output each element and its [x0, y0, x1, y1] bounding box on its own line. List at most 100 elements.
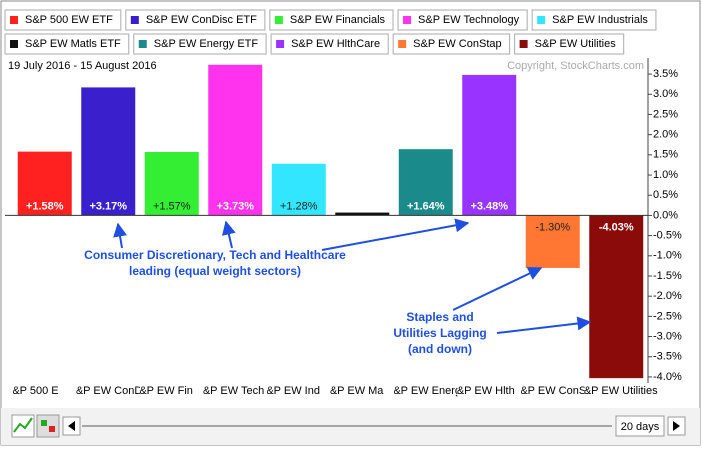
y-tick-label: -1.0%	[653, 250, 682, 262]
x-tick-label: S&P EW Tech	[196, 385, 265, 397]
bar-icon	[41, 420, 47, 426]
y-tick-label: 0.0%	[653, 209, 678, 221]
x-tick-label: S&P EW Ind	[259, 385, 320, 397]
legend-swatch	[130, 16, 139, 24]
value-label: +1.57%	[153, 200, 191, 212]
annotation: (and down)	[408, 342, 472, 356]
legend-label: S&P EW Utilities	[535, 38, 617, 50]
legend-label: S&P EW Technology	[418, 14, 520, 26]
value-label: -1.30%	[535, 221, 570, 233]
period-label: 20 days	[621, 421, 660, 433]
legend-swatch	[403, 16, 412, 24]
value-label: +1.28%	[280, 200, 318, 212]
x-tick-label: S&P EW Fin	[132, 385, 193, 397]
value-label: +3.17%	[89, 200, 127, 212]
y-tick-label: 3.0%	[653, 88, 678, 100]
legend-button	[133, 33, 267, 55]
bar	[17, 151, 72, 216]
legend-label: S&P EW Industrials	[552, 14, 648, 26]
value-label: +3.48%	[470, 200, 508, 212]
bar	[81, 87, 136, 216]
y-tick-label: 2.5%	[653, 108, 678, 120]
legend-label: S&P EW Financials	[290, 14, 386, 26]
annotation: leading (equal weight sectors)	[129, 264, 301, 278]
x-tick-label: S&P EW ConSt	[513, 385, 589, 397]
bar	[525, 215, 580, 268]
bar	[335, 212, 390, 216]
annotation: Consumer Discretionary, Tech and Healthc…	[84, 248, 346, 262]
bar	[208, 64, 263, 216]
y-tick-label: 3.5%	[653, 68, 678, 80]
arrow	[496, 316, 592, 334]
legend-label: S&P EW Energy ETF	[154, 38, 259, 50]
value-label: +1.58%	[26, 200, 64, 212]
bar	[462, 74, 517, 216]
legend-swatch	[10, 40, 18, 48]
legend-label: S&P EW Matls ETF	[25, 38, 121, 50]
y-tick-label: -0.5%	[653, 230, 682, 242]
legend-button	[531, 9, 657, 31]
value-label: -4.03%	[599, 221, 634, 233]
copyright: Copyright, StockCharts.com	[507, 60, 644, 72]
date-range: 19 July 2016 - 15 August 2016	[8, 60, 157, 72]
legend-item[interactable]: S&P EW ConStap	[392, 33, 511, 55]
arrow-left	[68, 421, 75, 431]
legend-swatch	[138, 40, 147, 48]
annotation-arrows	[113, 218, 592, 334]
legend-item[interactable]: S&P EW HlthCare	[270, 33, 389, 55]
legend-item[interactable]: S&P 500 EW ETF	[4, 9, 122, 31]
value-label: +1.64%	[407, 200, 445, 212]
legend-label: S&P EW HlthCare	[291, 38, 380, 50]
bar-icon	[49, 426, 55, 432]
arrow	[452, 267, 543, 311]
y-tick-label: -3.0%	[653, 330, 682, 342]
x-tick-label: S&P EW Hlth	[450, 385, 515, 397]
legend-button	[4, 33, 130, 55]
annotation: Utilities Lagging	[393, 326, 486, 340]
y-tick-label: -1.5%	[653, 270, 682, 282]
legend-item[interactable]: S&P EW Industrials	[531, 9, 657, 31]
legend-label: S&P 500 EW ETF	[25, 14, 113, 26]
bar	[271, 163, 326, 216]
legend-button	[392, 33, 511, 55]
legend-item[interactable]: S&P EW Technology	[397, 9, 528, 31]
legend-swatch	[519, 40, 528, 48]
x-tick-label: S&P EW Utilities	[577, 385, 659, 397]
legend-item[interactable]: S&P EW Matls ETF	[4, 33, 130, 55]
line-icon	[13, 417, 33, 433]
arrow	[321, 218, 470, 251]
bar-chart-button[interactable]	[36, 414, 60, 438]
legend-item[interactable]: S&P EW Financials	[269, 9, 394, 31]
y-tick-label: -3.5%	[653, 351, 682, 363]
legend-button	[4, 9, 122, 31]
y-tick-label: 1.0%	[653, 169, 678, 181]
y-tick-label: 0.5%	[653, 189, 678, 201]
legend-swatch	[274, 16, 283, 24]
y-tick-label: 2.0%	[653, 129, 678, 141]
legend-swatch	[276, 40, 285, 48]
legend-swatch	[10, 16, 18, 24]
y-tick-label: -4.0%	[653, 371, 682, 383]
legend-item[interactable]: S&P EW ConDisc ETF	[125, 9, 266, 31]
arrow	[113, 222, 127, 249]
legend-item[interactable]: S&P EW Utilities	[514, 33, 625, 55]
y-tick-label: -2.0%	[653, 290, 682, 302]
y-tick-label: 1.5%	[653, 149, 678, 161]
y-tick-label: -2.5%	[653, 310, 682, 322]
bar	[398, 149, 453, 216]
x-tick-label: S&P EW Energ	[386, 385, 461, 397]
legend-label: S&P EW ConStap	[413, 38, 501, 50]
x-tick-label: S&P EW Ma	[323, 385, 385, 397]
toolbar: 20 days	[1, 408, 700, 445]
value-label: +3.73%	[216, 200, 254, 212]
legend-button	[514, 33, 625, 55]
legend-label: S&P EW ConDisc ETF	[146, 14, 257, 26]
bar	[589, 215, 644, 379]
x-tick-label: S&P 500 E	[5, 385, 59, 397]
period-button[interactable]	[615, 415, 665, 437]
legend-item[interactable]: S&P EW Energy ETF	[133, 33, 267, 55]
legend-button	[269, 9, 394, 31]
arrow-right	[673, 421, 680, 431]
arrow	[222, 220, 236, 249]
